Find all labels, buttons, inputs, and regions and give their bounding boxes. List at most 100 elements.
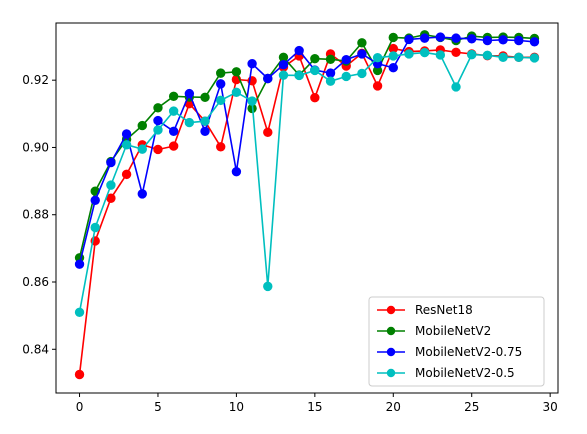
data-point xyxy=(153,144,163,155)
legend-label-4: MobileNetV2-0.5 xyxy=(415,366,515,380)
data-point xyxy=(388,32,398,43)
data-point xyxy=(168,91,179,102)
legend-label-1: ResNet18 xyxy=(415,303,473,317)
data-point xyxy=(325,68,336,78)
data-point xyxy=(137,189,147,199)
legend-label-2: MobileNetV2 xyxy=(415,324,491,338)
data-point xyxy=(357,49,367,59)
data-point xyxy=(310,92,320,103)
data-point xyxy=(372,81,383,91)
data-point xyxy=(263,73,273,84)
legend-marker-1 xyxy=(386,305,396,315)
data-point xyxy=(482,35,493,46)
data-point xyxy=(74,369,85,380)
data-point xyxy=(451,47,461,57)
legend: ResNet18 MobileNetV2 MobileNetV2-0.75 Mobil… xyxy=(368,296,545,387)
data-point xyxy=(325,54,336,65)
data-point xyxy=(216,142,226,152)
data-point xyxy=(153,125,163,135)
data-point xyxy=(247,96,257,106)
x-tick-label: 30 xyxy=(543,400,558,414)
data-point xyxy=(514,52,524,63)
y-tick-label: 0.90 xyxy=(22,140,49,154)
data-point xyxy=(435,32,446,42)
plot-frame xyxy=(55,22,559,394)
data-point xyxy=(498,52,508,63)
axes-group: 0 5 10 15 20 25 30 0.84 0.86 0.88 0.90 0.92 xyxy=(22,22,559,414)
data-point xyxy=(388,63,398,73)
series-line-3 xyxy=(78,36,535,265)
data-point xyxy=(404,34,414,45)
data-point xyxy=(74,307,85,317)
y-tick-label: 0.88 xyxy=(22,208,49,222)
data-point xyxy=(216,95,226,106)
legend-marker-3 xyxy=(386,347,396,357)
data-point xyxy=(121,140,132,150)
data-point xyxy=(341,71,351,82)
data-point xyxy=(106,157,116,168)
data-point xyxy=(514,35,524,46)
data-point xyxy=(247,59,257,69)
legend-box xyxy=(368,296,545,387)
data-point xyxy=(263,127,273,138)
data-point xyxy=(90,222,100,233)
legend-marker-2 xyxy=(386,326,396,336)
data-point xyxy=(451,33,461,43)
data-point xyxy=(278,60,289,70)
series-group xyxy=(74,30,540,380)
data-point xyxy=(388,51,398,61)
x-tick-label: 10 xyxy=(229,400,244,414)
data-point xyxy=(121,169,132,180)
data-point xyxy=(294,70,304,81)
data-point xyxy=(121,129,132,139)
data-point xyxy=(184,117,195,128)
data-point xyxy=(200,92,210,103)
data-point xyxy=(372,52,383,63)
data-point xyxy=(231,87,242,97)
data-point xyxy=(263,281,273,292)
data-point xyxy=(216,68,226,78)
data-point xyxy=(184,88,195,99)
data-point xyxy=(168,126,179,137)
legend-marker-4 xyxy=(386,368,396,378)
data-point xyxy=(153,103,163,113)
data-point xyxy=(106,180,116,190)
data-point xyxy=(451,82,461,92)
data-point xyxy=(200,126,210,137)
data-point xyxy=(435,50,446,60)
data-point xyxy=(168,106,179,116)
y-tick-label: 0.92 xyxy=(22,73,49,87)
data-point xyxy=(404,49,414,59)
series-line-4 xyxy=(78,51,535,313)
data-point xyxy=(231,67,242,77)
x-tick-label: 5 xyxy=(154,400,162,414)
data-point xyxy=(278,70,289,80)
data-point xyxy=(529,37,540,47)
data-point xyxy=(168,141,179,151)
data-point xyxy=(467,34,477,44)
data-point xyxy=(294,45,304,56)
data-point xyxy=(357,68,367,79)
x-tick-label: 0 xyxy=(76,400,84,414)
data-point xyxy=(325,76,336,86)
data-point xyxy=(419,47,430,58)
data-point xyxy=(231,166,242,177)
data-point xyxy=(310,53,320,64)
y-tick-label: 0.86 xyxy=(22,275,49,289)
x-tick-label: 25 xyxy=(464,400,479,414)
data-point xyxy=(216,79,226,89)
data-point xyxy=(482,50,493,60)
data-point xyxy=(137,144,147,154)
x-tick-label: 15 xyxy=(307,400,322,414)
data-point xyxy=(467,49,477,60)
data-point xyxy=(498,35,508,45)
y-tick-label: 0.84 xyxy=(22,342,49,356)
data-point xyxy=(310,65,320,76)
legend-label-3: MobileNetV2-0.75 xyxy=(415,345,522,359)
data-point xyxy=(529,53,540,63)
data-point xyxy=(419,33,430,43)
x-tick-label: 20 xyxy=(386,400,401,414)
data-point xyxy=(90,195,100,205)
data-point xyxy=(341,54,351,65)
